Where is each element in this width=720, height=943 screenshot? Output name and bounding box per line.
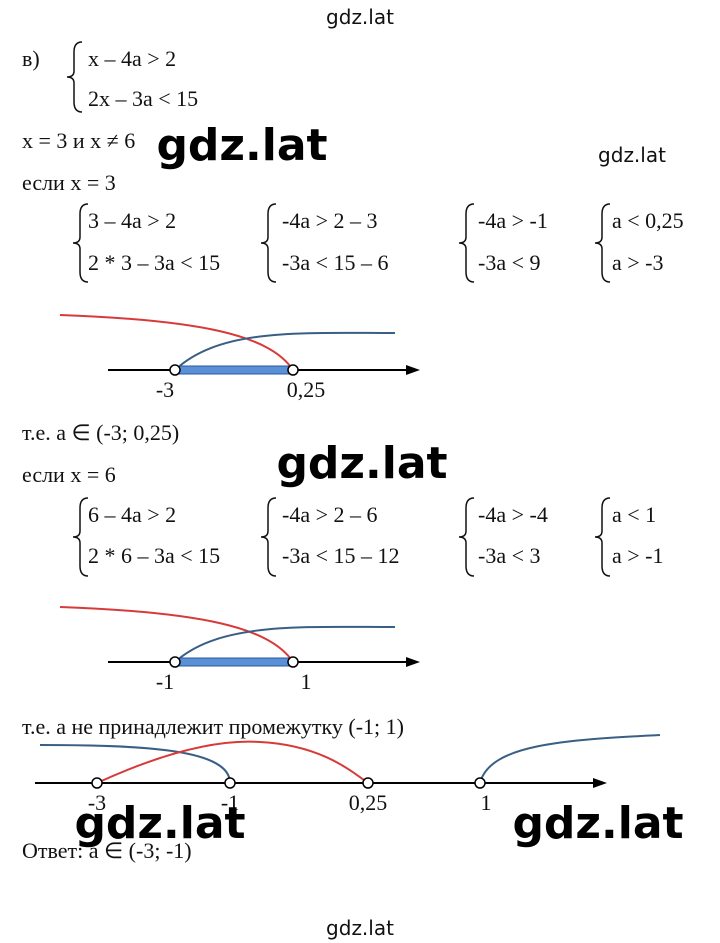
arrow-head <box>406 365 420 375</box>
watermark: gdz.lat <box>598 143 666 167</box>
watermark: gdz.lat <box>512 798 683 849</box>
equation: -4a > 2 – 3 <box>282 208 378 233</box>
equation: 2 * 3 – 3a < 15 <box>88 250 220 275</box>
curve <box>59 606 294 663</box>
equation: -3a < 3 <box>478 543 541 568</box>
brace <box>594 497 611 577</box>
answer: Ответ: a ∈ (-3; -1) <box>22 838 192 863</box>
open-point <box>169 364 181 376</box>
curve <box>39 744 231 784</box>
brace <box>72 203 89 283</box>
watermark: gdz.lat <box>326 916 394 940</box>
axis-label: -1 <box>156 669 174 694</box>
equation: a < 1 <box>612 502 656 527</box>
arrow-head <box>593 778 607 788</box>
axis-label: 0,25 <box>287 377 326 402</box>
note: x = 3 и x ≠ 6 <box>22 128 135 153</box>
brace <box>72 497 89 577</box>
axis-label: 1 <box>301 669 312 694</box>
equation: a < 0,25 <box>612 208 684 233</box>
equation: -4a > 2 – 6 <box>282 502 378 527</box>
brace <box>458 497 475 577</box>
watermark: gdz.lat <box>74 798 245 849</box>
axis-label: 1 <box>481 790 492 815</box>
brace <box>260 497 277 577</box>
curve <box>96 740 369 784</box>
interval-bar <box>174 657 294 667</box>
heading: если x = 3 <box>22 170 116 195</box>
watermark: gdz.lat <box>276 438 447 489</box>
axis-label: -3 <box>88 790 106 815</box>
axis-label: 0,25 <box>349 790 388 815</box>
axis-label: -3 <box>156 377 174 402</box>
axis-label: -1 <box>221 790 239 815</box>
curve <box>174 625 396 663</box>
open-point <box>362 777 374 789</box>
equation: -4a > -1 <box>478 208 548 233</box>
curve <box>59 314 294 371</box>
brace <box>458 203 475 283</box>
open-point <box>224 777 236 789</box>
watermark: gdz.lat <box>326 5 394 29</box>
arrow-head <box>406 657 420 667</box>
equation: -3a < 15 – 12 <box>282 543 400 568</box>
curve <box>479 734 661 784</box>
part-label: в) <box>22 46 40 71</box>
result: т.е. a не принадлежит промежутку (-1; 1) <box>22 714 404 739</box>
curve <box>174 331 396 371</box>
interval-bar <box>174 365 294 375</box>
equation: x – 4a > 2 <box>88 46 176 71</box>
heading: если x = 6 <box>22 462 116 487</box>
brace <box>66 41 83 113</box>
open-point <box>287 364 299 376</box>
equation: 3 – 4a > 2 <box>88 208 176 233</box>
open-point <box>169 656 181 668</box>
open-point <box>474 777 486 789</box>
equation: a > -3 <box>612 250 664 275</box>
result: т.е. a ∈ (-3; 0,25) <box>22 420 179 445</box>
watermark: gdz.lat <box>156 120 327 171</box>
equation: -3a < 15 – 6 <box>282 250 389 275</box>
equation: -4a > -4 <box>478 502 548 527</box>
equation: 6 – 4a > 2 <box>88 502 176 527</box>
brace <box>260 203 277 283</box>
open-point <box>287 656 299 668</box>
equation: 2x – 3a < 15 <box>88 86 198 111</box>
equation: -3a < 9 <box>478 250 541 275</box>
equation: a > -1 <box>612 543 664 568</box>
brace <box>594 203 611 283</box>
open-point <box>91 777 103 789</box>
equation: 2 * 6 – 3a < 15 <box>88 543 220 568</box>
